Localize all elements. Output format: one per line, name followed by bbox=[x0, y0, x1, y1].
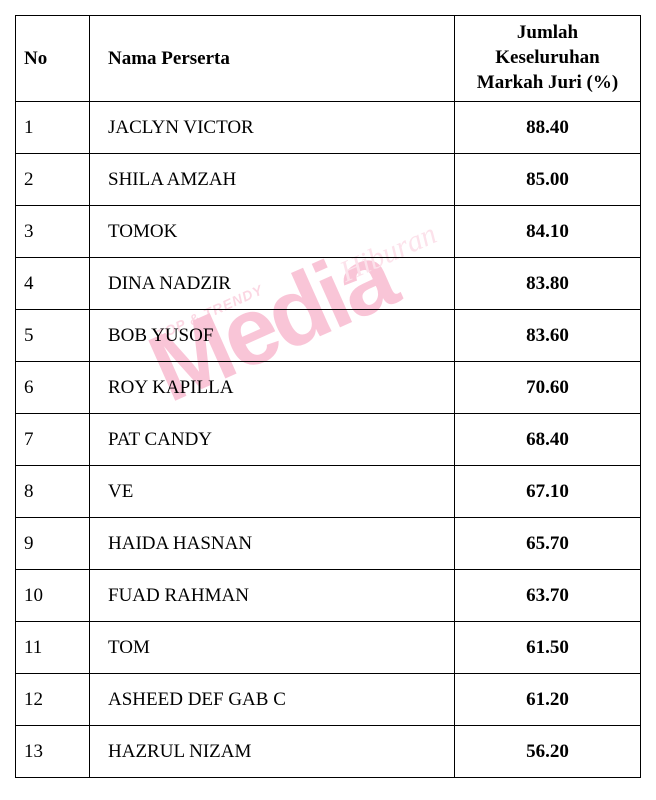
cell-score: 67.10 bbox=[455, 466, 641, 518]
table-row: 13 HAZRUL NIZAM 56.20 bbox=[16, 726, 641, 778]
table-row: 8 VE 67.10 bbox=[16, 466, 641, 518]
cell-no: 10 bbox=[16, 570, 90, 622]
cell-score: 85.00 bbox=[455, 154, 641, 206]
table-row: 2 SHILA AMZAH 85.00 bbox=[16, 154, 641, 206]
cell-no: 13 bbox=[16, 726, 90, 778]
table-row: 7 PAT CANDY 68.40 bbox=[16, 414, 641, 466]
cell-score: 56.20 bbox=[455, 726, 641, 778]
cell-score: 61.20 bbox=[455, 674, 641, 726]
header-score: Jumlah Keseluruhan Markah Juri (%) bbox=[455, 16, 641, 102]
cell-score: 70.60 bbox=[455, 362, 641, 414]
cell-no: 11 bbox=[16, 622, 90, 674]
cell-name: SHILA AMZAH bbox=[90, 154, 455, 206]
cell-name: PAT CANDY bbox=[90, 414, 455, 466]
table-header-row: No Nama Perserta Jumlah Keseluruhan Mark… bbox=[16, 16, 641, 102]
cell-name: TOMOK bbox=[90, 206, 455, 258]
table-row: 6 ROY KAPILLA 70.60 bbox=[16, 362, 641, 414]
cell-no: 5 bbox=[16, 310, 90, 362]
header-score-line1: Jumlah bbox=[517, 22, 578, 43]
table-row: 10 FUAD RAHMAN 63.70 bbox=[16, 570, 641, 622]
cell-name: FUAD RAHMAN bbox=[90, 570, 455, 622]
cell-name: BOB YUSOF bbox=[90, 310, 455, 362]
table-row: 12 ASHEED DEF GAB C 61.20 bbox=[16, 674, 641, 726]
results-table-container: TOP & TRENDY Media Hiburan No Nama Perse… bbox=[15, 15, 641, 778]
cell-score: 84.10 bbox=[455, 206, 641, 258]
header-name: Nama Perserta bbox=[90, 16, 455, 102]
cell-name: HAZRUL NIZAM bbox=[90, 726, 455, 778]
cell-name: VE bbox=[90, 466, 455, 518]
cell-score: 83.60 bbox=[455, 310, 641, 362]
cell-no: 3 bbox=[16, 206, 90, 258]
header-score-line3: Markah Juri (%) bbox=[477, 72, 618, 93]
header-score-line2: Keseluruhan bbox=[495, 47, 600, 68]
cell-score: 61.50 bbox=[455, 622, 641, 674]
cell-no: 7 bbox=[16, 414, 90, 466]
table-row: 1 JACLYN VICTOR 88.40 bbox=[16, 102, 641, 154]
table-row: 5 BOB YUSOF 83.60 bbox=[16, 310, 641, 362]
cell-name: HAIDA HASNAN bbox=[90, 518, 455, 570]
cell-no: 9 bbox=[16, 518, 90, 570]
cell-no: 6 bbox=[16, 362, 90, 414]
cell-no: 2 bbox=[16, 154, 90, 206]
cell-name: JACLYN VICTOR bbox=[90, 102, 455, 154]
header-no: No bbox=[16, 16, 90, 102]
cell-no: 4 bbox=[16, 258, 90, 310]
cell-no: 8 bbox=[16, 466, 90, 518]
cell-name: ROY KAPILLA bbox=[90, 362, 455, 414]
table-body: 1 JACLYN VICTOR 88.40 2 SHILA AMZAH 85.0… bbox=[16, 102, 641, 778]
table-row: 9 HAIDA HASNAN 65.70 bbox=[16, 518, 641, 570]
cell-score: 68.40 bbox=[455, 414, 641, 466]
cell-score: 88.40 bbox=[455, 102, 641, 154]
cell-name: TOM bbox=[90, 622, 455, 674]
cell-no: 12 bbox=[16, 674, 90, 726]
cell-name: DINA NADZIR bbox=[90, 258, 455, 310]
cell-score: 65.70 bbox=[455, 518, 641, 570]
results-table: No Nama Perserta Jumlah Keseluruhan Mark… bbox=[15, 15, 641, 778]
table-row: 11 TOM 61.50 bbox=[16, 622, 641, 674]
cell-score: 63.70 bbox=[455, 570, 641, 622]
cell-no: 1 bbox=[16, 102, 90, 154]
cell-name: ASHEED DEF GAB C bbox=[90, 674, 455, 726]
table-row: 3 TOMOK 84.10 bbox=[16, 206, 641, 258]
table-row: 4 DINA NADZIR 83.80 bbox=[16, 258, 641, 310]
cell-score: 83.80 bbox=[455, 258, 641, 310]
